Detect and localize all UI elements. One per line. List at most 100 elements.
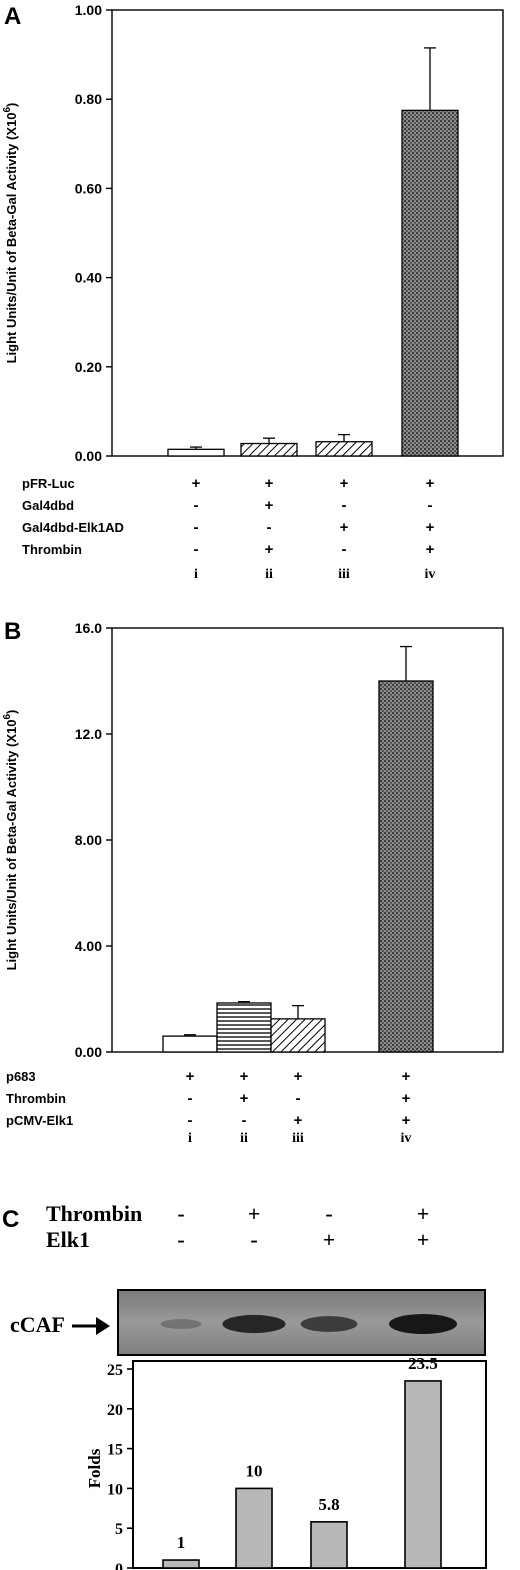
panel-letter: B [4,618,21,645]
condition-label: Thrombin [6,1091,66,1106]
condition-sign: - [342,497,347,514]
category-label: i [194,567,198,582]
bar [401,109,459,457]
y-tick-label: 0 [115,1561,123,1570]
plot-frame [111,627,504,1053]
bar [235,1487,273,1569]
bar [315,441,373,457]
panel-letter: C [2,1206,19,1233]
blot-band [160,1319,202,1329]
condition-sign: - [296,1090,301,1107]
data-label: 23.5 [408,1354,438,1373]
condition-sign: - [428,497,433,514]
condition-label: Gal4dbd [22,498,74,513]
bar [240,442,298,457]
condition-sign: - [342,541,347,558]
y-tick-label: 25 [107,1362,123,1379]
condition-sign: + [402,1090,411,1107]
header-sign: - [177,1227,184,1252]
y-axis-label: Light Units/Unit of Beta-Gal Activity (X… [2,103,19,364]
y-tick-label: 5 [115,1521,123,1538]
y-tick-label: 8.00 [75,832,102,848]
plot-frame [132,1360,487,1569]
header-sign: + [417,1201,430,1226]
y-tick-label: 12.0 [75,726,102,742]
y-axis-label: Folds [85,1448,104,1488]
bar [404,1380,442,1569]
condition-label: Thrombin [22,542,82,557]
condition-label: p683 [6,1069,36,1084]
condition-sign: + [294,1112,303,1129]
condition-sign: + [265,475,274,492]
condition-label: Gal4dbd-Elk1AD [22,520,124,535]
category-label: iii [338,567,350,582]
header-sign: - [250,1227,257,1252]
category-label: i [188,1131,192,1146]
y-tick-label: 15 [107,1442,123,1459]
bar [310,1521,348,1569]
header-sign: + [248,1201,261,1226]
condition-sign: + [402,1068,411,1085]
y-tick-label: 0.80 [75,91,102,107]
condition-sign: + [426,541,435,558]
y-axis-label: Light Units/Unit of Beta-Gal Activity (X… [2,710,19,971]
y-axis-label-close: ) [4,710,19,714]
y-axis-label-text: Light Units/Unit of Beta-Gal Activity (X… [4,720,19,971]
header-label: Thrombin [46,1201,142,1226]
data-label: 5.8 [318,1495,339,1514]
data-label: 1 [177,1533,186,1552]
y-tick-label: 0.00 [75,448,102,464]
y-tick-label: 0.60 [75,180,102,196]
y-axis-label-exponent: 6 [2,714,13,720]
plot-frame [111,9,504,457]
header-sign: - [325,1201,332,1226]
condition-sign: - [188,1090,193,1107]
header-sign: + [323,1227,336,1252]
y-tick-label: 4.00 [75,938,102,954]
condition-label: pCMV-Elk1 [6,1113,73,1128]
y-tick-label: 0.40 [75,270,102,286]
y-axis-label-close: ) [4,103,19,107]
condition-sign: - [188,1112,193,1129]
bar [378,680,434,1053]
y-axis-label-text: Light Units/Unit of Beta-Gal Activity (X… [4,113,19,364]
y-tick-label: 10 [107,1481,123,1498]
data-label: 10 [246,1461,263,1480]
condition-sign: + [340,475,349,492]
category-label: ii [240,1131,248,1146]
y-tick-label: 1.00 [75,2,102,18]
arrow-icon [96,1317,110,1335]
condition-sign: + [402,1112,411,1129]
blot-band [389,1314,457,1334]
condition-sign: + [294,1068,303,1085]
condition-sign: - [194,541,199,558]
condition-sign: - [267,519,272,536]
y-tick-label: 0.20 [75,359,102,375]
category-label: iv [425,567,436,582]
condition-sign: - [194,519,199,536]
y-tick-label: 0.00 [75,1044,102,1060]
condition-sign: + [426,475,435,492]
bar [167,448,225,457]
y-tick-label: 20 [107,1402,123,1419]
blot-label: cCAF [10,1312,65,1337]
blot-band [300,1316,358,1332]
y-tick-label: 16.0 [75,620,102,636]
bar [270,1018,326,1053]
header-sign: - [177,1201,184,1226]
category-label: iii [292,1131,304,1146]
condition-sign: + [265,497,274,514]
bar [162,1559,200,1569]
header-label: Elk1 [46,1227,90,1252]
blot-band [222,1314,286,1334]
condition-sign: + [240,1068,249,1085]
condition-sign: + [426,519,435,536]
category-label: iv [401,1131,412,1146]
condition-sign: - [194,497,199,514]
bar [162,1035,218,1053]
panel-letter: A [4,3,21,30]
condition-sign: + [240,1090,249,1107]
category-label: ii [265,567,273,582]
condition-sign: + [265,541,274,558]
